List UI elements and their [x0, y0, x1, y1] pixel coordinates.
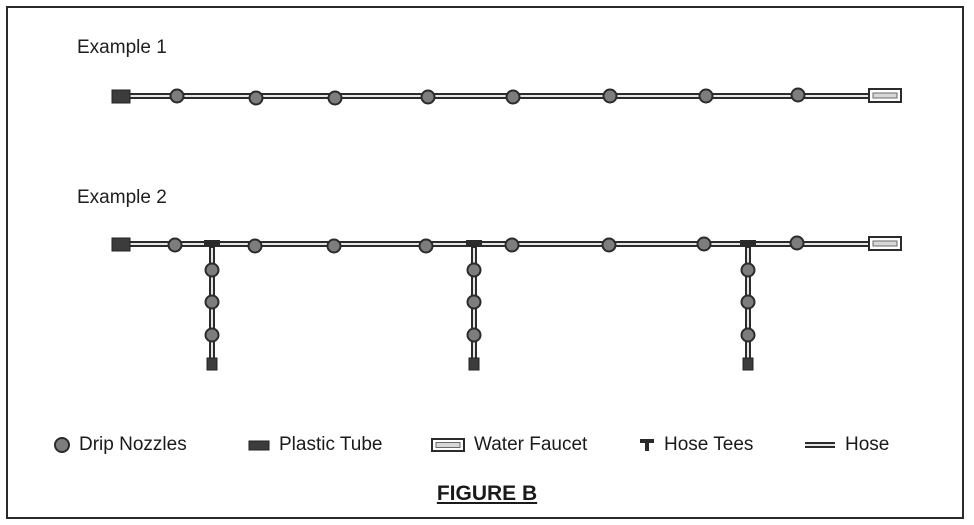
- hose-tee-icon: [640, 439, 654, 451]
- drip-nozzle: [601, 237, 617, 253]
- drip-nozzle: [204, 327, 220, 343]
- legend-drip-nozzles: Drip Nozzles: [53, 434, 187, 456]
- drip-system-diagram: [111, 87, 902, 371]
- drip-nozzle: [698, 88, 714, 104]
- drip-nozzle: [327, 90, 343, 106]
- legend-plastic-tube: Plastic Tube: [247, 434, 383, 456]
- figure-frame: [6, 6, 964, 519]
- drip-nozzle: [204, 294, 220, 310]
- plastic-tube-icon: [248, 440, 270, 451]
- drip-nozzle: [740, 327, 756, 343]
- branch-line: [466, 240, 482, 371]
- plastic-tube: [468, 357, 480, 371]
- drip-nozzle: [740, 294, 756, 310]
- drip-nozzle: [466, 294, 482, 310]
- example-1-layout: [111, 87, 902, 106]
- example-2-label: Example 2: [77, 187, 167, 208]
- example-1-label: Example 1: [77, 37, 167, 58]
- drip-nozzle: [247, 238, 263, 254]
- legend-hose-tees-label: Hose Tees: [664, 434, 754, 455]
- drip-nozzle: [248, 90, 264, 106]
- drip-nozzle: [169, 88, 185, 104]
- plastic-tube: [742, 357, 754, 371]
- legend-drip-nozzles-label: Drip Nozzles: [79, 434, 187, 455]
- drip-nozzle-icon: [54, 437, 70, 453]
- branch-line: [204, 240, 220, 371]
- drip-nozzle: [204, 262, 220, 278]
- drip-nozzle: [167, 237, 183, 253]
- drip-nozzle: [696, 236, 712, 252]
- drip-nozzle: [740, 262, 756, 278]
- drip-nozzle: [789, 235, 805, 251]
- water-faucet-2: [868, 236, 902, 251]
- drip-nozzle: [505, 89, 521, 105]
- legend-plastic-tube-label: Plastic Tube: [279, 434, 383, 455]
- drip-nozzle: [326, 238, 342, 254]
- branch-line: [740, 240, 756, 371]
- plastic-tube-1: [111, 89, 131, 104]
- drip-nozzle: [504, 237, 520, 253]
- water-faucet-icon: [431, 438, 465, 452]
- legend-hose-label: Hose: [845, 434, 890, 455]
- figure-title: FIGURE B: [436, 482, 538, 505]
- legend-hose: Hose: [803, 434, 889, 456]
- drip-nozzle: [790, 87, 806, 103]
- legend-water-faucet: Water Faucet: [430, 434, 587, 456]
- plastic-tube: [206, 357, 218, 371]
- hose-tee: [740, 240, 756, 245]
- legend-water-faucet-label: Water Faucet: [474, 434, 588, 455]
- drip-nozzle: [466, 262, 482, 278]
- drip-nozzle: [602, 88, 618, 104]
- water-faucet-1: [868, 88, 902, 103]
- drip-nozzle: [420, 89, 436, 105]
- hose-icon: [805, 442, 835, 448]
- legend-hose-tees: Hose Tees: [638, 434, 753, 456]
- hose-tee: [204, 240, 220, 245]
- legend: Drip Nozzles Plastic Tube Water Faucet H…: [0, 434, 974, 460]
- drip-nozzle: [418, 238, 434, 254]
- hose-tee: [466, 240, 482, 245]
- drip-nozzle: [466, 327, 482, 343]
- plastic-tube-2: [111, 237, 131, 252]
- example-2-layout: [111, 235, 902, 371]
